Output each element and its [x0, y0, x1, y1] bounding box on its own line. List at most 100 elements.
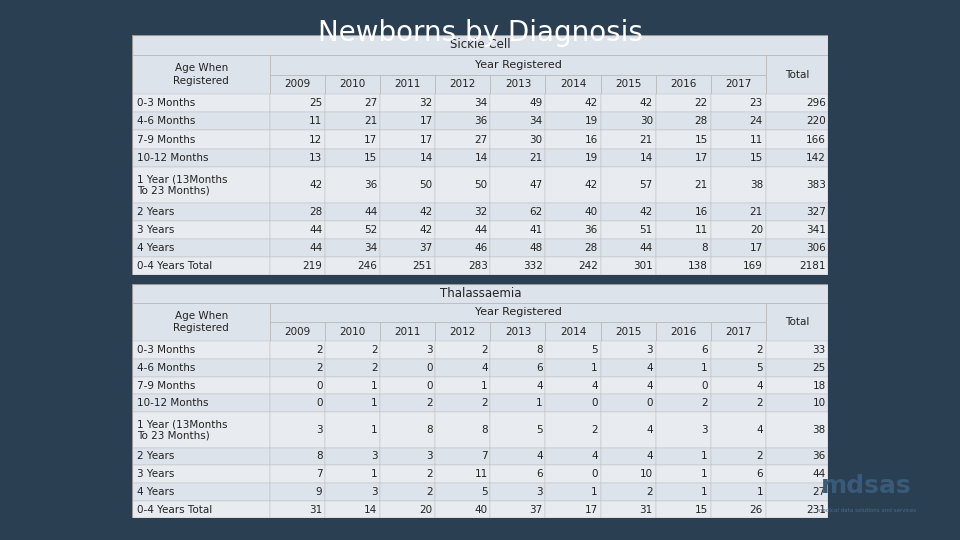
Bar	[656, 341, 710, 359]
Text: 0: 0	[426, 363, 433, 373]
Text: 1: 1	[536, 399, 542, 408]
Text: 42: 42	[420, 225, 433, 235]
Text: 10: 10	[812, 399, 826, 408]
Bar	[132, 148, 270, 167]
Bar	[132, 412, 270, 448]
Text: 306: 306	[806, 243, 826, 253]
Bar	[270, 341, 325, 359]
Bar	[656, 359, 710, 377]
Bar	[435, 377, 491, 394]
Bar	[766, 257, 828, 275]
Text: 2015: 2015	[615, 79, 641, 89]
Bar	[132, 112, 270, 131]
Text: 2: 2	[316, 345, 323, 355]
Text: 23: 23	[750, 98, 763, 109]
Bar	[270, 131, 325, 149]
Bar	[545, 394, 601, 412]
Bar	[132, 394, 270, 412]
Text: 6: 6	[536, 363, 542, 373]
Bar	[766, 359, 828, 377]
Bar	[270, 322, 325, 341]
Text: 11: 11	[309, 117, 323, 126]
Bar	[601, 221, 656, 239]
Bar	[601, 257, 656, 275]
Text: 4: 4	[536, 381, 542, 390]
Bar	[491, 394, 545, 412]
Bar	[766, 501, 828, 518]
Text: 52: 52	[364, 225, 377, 235]
Text: 1: 1	[591, 487, 598, 497]
Text: 4: 4	[591, 381, 598, 390]
Text: 24: 24	[750, 117, 763, 126]
Text: Total: Total	[785, 317, 809, 327]
Text: Newborns by Diagnosis: Newborns by Diagnosis	[318, 19, 642, 47]
Text: 11: 11	[695, 225, 708, 235]
Text: 7-9 Months: 7-9 Months	[137, 381, 196, 390]
Bar	[491, 412, 545, 448]
Bar	[270, 394, 325, 412]
Text: 1: 1	[481, 381, 488, 390]
Text: 6: 6	[702, 345, 708, 355]
Text: 15: 15	[695, 504, 708, 515]
Text: 8: 8	[702, 243, 708, 253]
Bar	[132, 55, 270, 94]
Text: 2013: 2013	[505, 327, 531, 336]
Text: 296: 296	[805, 98, 826, 109]
Bar	[132, 465, 270, 483]
Bar	[766, 221, 828, 239]
Text: 4: 4	[646, 451, 653, 461]
Text: 2014: 2014	[560, 327, 587, 336]
Text: 15: 15	[750, 153, 763, 163]
Bar	[601, 75, 656, 94]
Bar	[325, 94, 380, 112]
Bar	[380, 221, 435, 239]
Text: 12: 12	[309, 134, 323, 145]
Bar	[601, 483, 656, 501]
Bar	[601, 501, 656, 518]
Bar	[545, 239, 601, 257]
Bar	[380, 448, 435, 465]
Text: 34: 34	[530, 117, 542, 126]
Text: 2: 2	[756, 345, 763, 355]
Bar	[710, 94, 766, 112]
Text: 34: 34	[474, 98, 488, 109]
Text: 57: 57	[639, 180, 653, 190]
Bar	[545, 359, 601, 377]
Bar	[656, 257, 710, 275]
Text: 327: 327	[805, 207, 826, 217]
Text: 7: 7	[481, 451, 488, 461]
Bar	[545, 148, 601, 167]
Bar	[491, 131, 545, 149]
Text: 246: 246	[358, 261, 377, 271]
Bar	[435, 148, 491, 167]
Text: 16: 16	[695, 207, 708, 217]
Text: 4: 4	[536, 451, 542, 461]
Bar	[601, 322, 656, 341]
Text: 2011: 2011	[395, 79, 421, 89]
Text: 3: 3	[646, 345, 653, 355]
Bar	[601, 394, 656, 412]
Text: 0: 0	[646, 399, 653, 408]
Text: 2 Years: 2 Years	[137, 451, 175, 461]
Text: 40: 40	[585, 207, 598, 217]
Bar	[545, 221, 601, 239]
Text: 3: 3	[536, 487, 542, 497]
Text: 17: 17	[420, 134, 433, 145]
Bar	[132, 448, 270, 465]
Text: 10: 10	[639, 469, 653, 479]
Bar	[710, 341, 766, 359]
Text: 10-12 Months: 10-12 Months	[137, 399, 209, 408]
Text: 8: 8	[426, 425, 433, 435]
Bar	[380, 203, 435, 221]
Text: 44: 44	[309, 225, 323, 235]
Bar	[545, 412, 601, 448]
Text: 20: 20	[750, 225, 763, 235]
Bar	[710, 239, 766, 257]
Text: 0-3 Months: 0-3 Months	[137, 345, 196, 355]
Bar	[491, 203, 545, 221]
Text: 14: 14	[474, 153, 488, 163]
Text: 8: 8	[536, 345, 542, 355]
Bar	[545, 341, 601, 359]
Bar	[325, 167, 380, 203]
Bar	[766, 167, 828, 203]
